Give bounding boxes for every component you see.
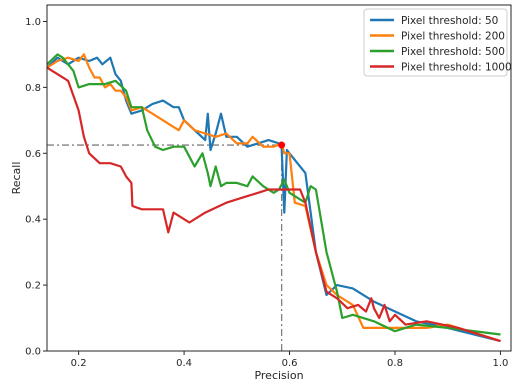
y-axis-label: Recall [10,162,23,195]
plot-frame [46,4,512,352]
series-line-3 [46,53,501,336]
y-tick-label: 0.6 [25,149,41,160]
legend-label: Pixel threshold: 50 [401,15,498,27]
axis-ticks: 0.2 0.4 0.6 0.8 1.0 0.0 0.2 0.4 0.6 0.8 1.0 [25,17,508,369]
x-tick-label: 0.8 [387,358,403,369]
legend: Pixel threshold: 50 Pixel threshold: 200 P… [363,8,512,77]
series-lines [46,53,501,343]
x-tick-label: 1.0 [493,358,509,369]
x-axis-label: Precision [254,369,303,381]
series-line-4 [46,66,501,343]
legend-label: Pixel threshold: 200 [401,31,505,43]
y-tick-label: 0.0 [25,347,41,358]
x-tick-label: 0.2 [71,358,87,369]
x-tick-label: 0.4 [176,358,192,369]
y-tick-label: 1.0 [25,17,41,28]
y-tick-label: 0.4 [25,215,41,226]
legend-label: Pixel threshold: 1000 [401,62,512,74]
y-tick-label: 0.8 [25,83,41,94]
y-tick-label: 0.2 [25,281,41,292]
series-line-2 [46,53,501,343]
legend-box [363,8,508,77]
threshold-annotations [47,144,283,351]
operating-point-marker [278,141,286,149]
series-line-1 [46,56,501,343]
legend-label: Pixel threshold: 500 [401,46,505,58]
x-tick-label: 0.6 [282,358,298,369]
